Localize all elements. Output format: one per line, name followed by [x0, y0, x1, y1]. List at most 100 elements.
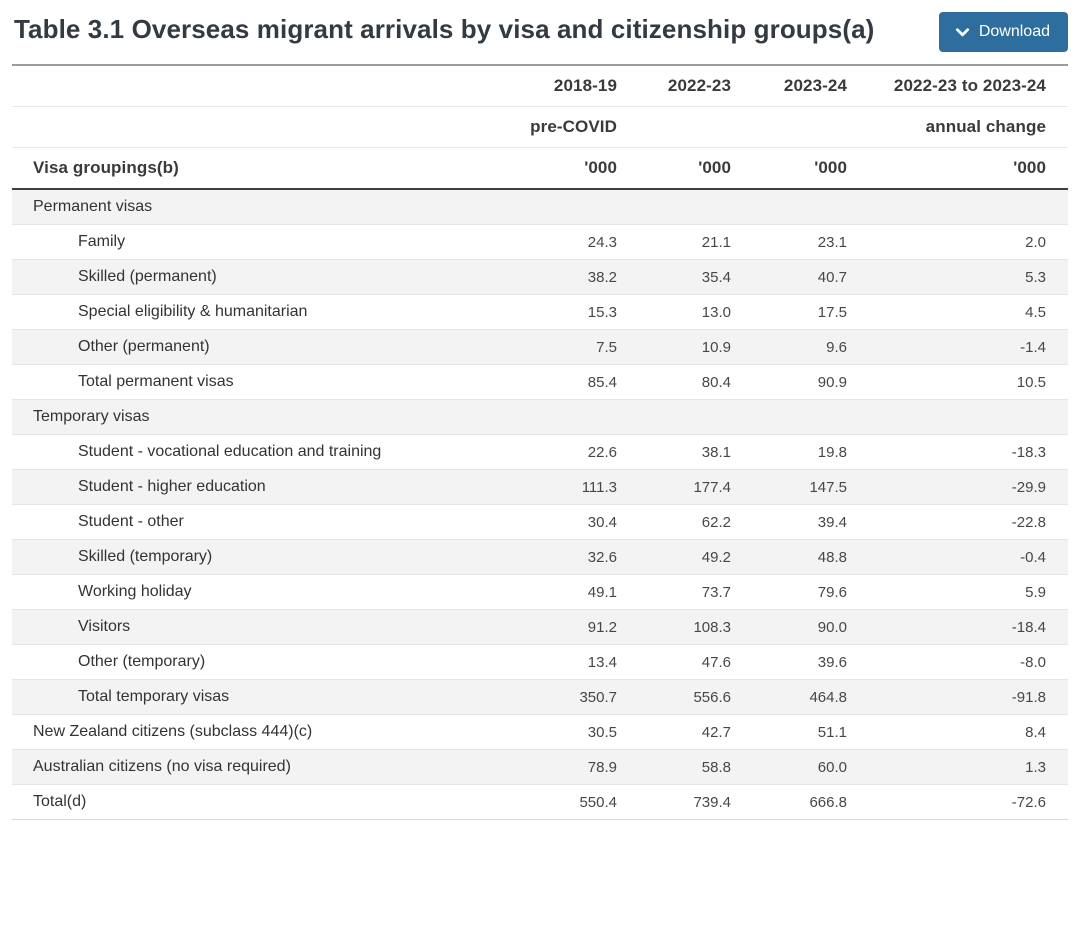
row-value: 30.4	[587, 513, 617, 531]
row-value	[617, 189, 731, 225]
subheading-row: pre-COVID annual change	[12, 106, 1068, 148]
page: Table 3.1 Overseas migrant arrivals by v…	[12, 0, 1068, 820]
row-value: 17.5	[817, 303, 847, 321]
row-value	[502, 189, 617, 225]
row-value: 38.1	[701, 443, 731, 461]
row-value: -1.4	[1020, 338, 1046, 356]
row-value: 5.3	[1025, 268, 1046, 286]
row-value: -22.8	[1011, 513, 1046, 531]
row-value: 147.5	[809, 478, 847, 496]
row-value: 90.9	[817, 373, 847, 391]
row-label: Other (permanent)	[78, 338, 210, 355]
row-label: Skilled (temporary)	[78, 548, 213, 565]
table-row: Total(d) 550.4 739.4 666.8 -72.6	[12, 784, 1068, 820]
table-row: New Zealand citizens (subclass 444)(c) 3…	[12, 714, 1068, 750]
row-label: Family	[78, 233, 126, 250]
year-header-change: 2022-23 to 2023-24	[847, 65, 1068, 107]
table-row: Special eligibility & humanitarian 15.3 …	[12, 294, 1068, 330]
row-value: -18.4	[1011, 618, 1046, 636]
row-value: 32.6	[587, 548, 617, 566]
table-row: Other (temporary) 13.4 47.6 39.6 -8.0	[12, 644, 1068, 680]
unit-label-4: '000	[847, 147, 1068, 190]
row-label: Skilled (permanent)	[78, 268, 217, 285]
row-value: 35.4	[701, 268, 731, 286]
subheading-blank	[12, 106, 502, 148]
row-value: 40.7	[817, 268, 847, 286]
row-value: 13.0	[701, 303, 731, 321]
table-body: Permanent visas Family 24.3 21.1 23.1 2.…	[12, 189, 1068, 820]
row-value: 7.5	[596, 338, 617, 356]
page-header: Table 3.1 Overseas migrant arrivals by v…	[12, 0, 1068, 64]
row-value: 73.7	[701, 583, 731, 601]
row-value: 85.4	[587, 373, 617, 391]
subheading-annual-change: annual change	[847, 106, 1068, 148]
page-title: Table 3.1 Overseas migrant arrivals by v…	[14, 14, 875, 44]
table-row: Skilled (temporary) 32.6 49.2 48.8 -0.4	[12, 539, 1068, 575]
row-label: Special eligibility & humanitarian	[78, 303, 308, 320]
row-value: 177.4	[693, 478, 731, 496]
row-label: New Zealand citizens (subclass 444)(c)	[33, 723, 313, 740]
row-value	[731, 400, 847, 435]
row-value: 10.9	[701, 338, 731, 356]
row-value: 1.3	[1025, 758, 1046, 776]
row-value: -72.6	[1011, 793, 1046, 811]
row-value: 5.9	[1025, 583, 1046, 601]
row-label: Visitors	[78, 618, 131, 635]
row-value	[847, 189, 1068, 225]
row-value: 8.4	[1025, 723, 1046, 741]
row-label: Student - higher education	[78, 478, 266, 495]
subheading-blank-3	[731, 106, 847, 148]
table-row: Visitors 91.2 108.3 90.0 -18.4	[12, 609, 1068, 645]
year-header-row: 2018-19 2022-23 2023-24 2022-23 to 2023-…	[12, 65, 1068, 107]
row-value: 19.8	[817, 443, 847, 461]
table-row: Student - vocational education and train…	[12, 434, 1068, 470]
row-label: Total(d)	[33, 793, 87, 810]
row-value: 30.5	[587, 723, 617, 741]
row-value: 39.4	[817, 513, 847, 531]
row-value: 79.6	[817, 583, 847, 601]
row-label: Permanent visas	[33, 198, 153, 215]
row-value: -0.4	[1020, 548, 1046, 566]
table-row: Total permanent visas 85.4 80.4 90.9 10.…	[12, 364, 1068, 400]
row-value: 78.9	[587, 758, 617, 776]
year-header-2023-24: 2023-24	[731, 65, 847, 107]
table-header: 2018-19 2022-23 2023-24 2022-23 to 2023-…	[12, 65, 1068, 190]
year-header-2022-23: 2022-23	[617, 65, 731, 107]
row-value: 38.2	[587, 268, 617, 286]
row-value: 49.1	[587, 583, 617, 601]
table-row: Temporary visas	[12, 399, 1068, 435]
table-row: Working holiday 49.1 73.7 79.6 5.9	[12, 574, 1068, 610]
row-label: Temporary visas	[33, 408, 150, 425]
table-row: Family 24.3 21.1 23.1 2.0	[12, 224, 1068, 260]
row-value: -18.3	[1011, 443, 1046, 461]
row-value: 48.8	[817, 548, 847, 566]
year-header-blank	[12, 65, 502, 107]
row-value: 10.5	[1016, 373, 1046, 391]
row-value: 4.5	[1025, 303, 1046, 321]
row-value: 666.8	[809, 793, 847, 811]
row-value: 556.6	[693, 688, 731, 706]
row-label: Total permanent visas	[78, 373, 234, 390]
row-label: Working holiday	[78, 583, 192, 600]
migrant-arrivals-table: 2018-19 2022-23 2023-24 2022-23 to 2023-…	[12, 64, 1068, 820]
row-value: 13.4	[587, 653, 617, 671]
table-row: Permanent visas	[12, 189, 1068, 225]
row-value: 2.0	[1025, 233, 1046, 251]
download-button[interactable]: Download	[938, 12, 1068, 52]
table-row: Other (permanent) 7.5 10.9 9.6 -1.4	[12, 329, 1068, 365]
row-value: 42.7	[701, 723, 731, 741]
unit-label-3: '000	[731, 147, 847, 190]
row-value: 111.3	[581, 478, 617, 496]
row-label: Student - other	[78, 513, 184, 530]
row-value: 350.7	[579, 688, 617, 706]
row-label: Other (temporary)	[78, 653, 206, 670]
row-value: 739.4	[693, 793, 731, 811]
row-header-label: Visa groupings(b)	[12, 147, 502, 190]
subheading-blank-2	[617, 106, 731, 148]
unit-label-1: '000	[502, 147, 617, 190]
row-value: -8.0	[1020, 653, 1046, 671]
row-value: 80.4	[701, 373, 731, 391]
row-value: 108.3	[693, 618, 731, 636]
row-value: 24.3	[587, 233, 617, 251]
row-value: 550.4	[579, 793, 617, 811]
